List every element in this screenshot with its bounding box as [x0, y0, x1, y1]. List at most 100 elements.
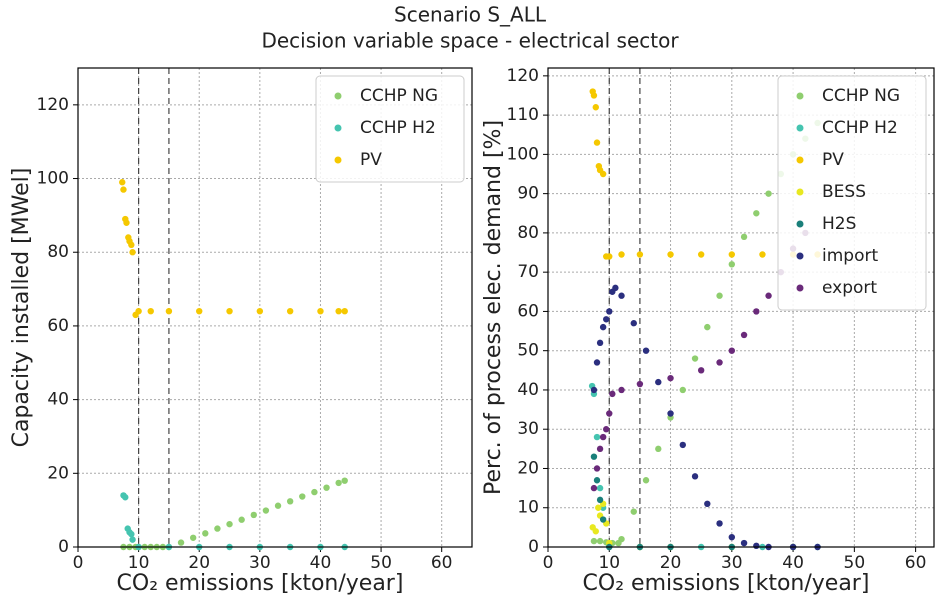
legend-box [315, 75, 465, 183]
legend-label: CCHP H2 [822, 118, 898, 138]
data-point [740, 233, 748, 241]
data-point [679, 441, 686, 449]
data-point [618, 251, 625, 258]
data-point [728, 251, 736, 258]
data-point [765, 292, 772, 299]
y-tick-label: 120 [37, 95, 69, 115]
data-point [642, 347, 650, 354]
data-point [165, 307, 173, 315]
data-point [593, 359, 601, 366]
legend-label: CCHP H2 [360, 118, 436, 138]
x-tick-label: 30 [249, 553, 271, 573]
data-point [341, 307, 348, 315]
x-tick-label: 60 [431, 553, 453, 573]
x-tick-label: 10 [598, 553, 620, 573]
data-point [655, 378, 662, 386]
data-point [335, 307, 342, 315]
data-point [202, 530, 209, 537]
data-point [753, 542, 760, 550]
legend-label: BESS [822, 182, 866, 202]
data-point [274, 502, 282, 509]
data-point [262, 507, 270, 514]
x-axis-label: CO₂ emissions [kton/year] [117, 571, 404, 596]
data-point [593, 477, 601, 484]
data-point [636, 380, 644, 388]
legend-marker [334, 156, 342, 164]
y-tick-label: 100 [37, 169, 69, 189]
y-tick-label: 40 [517, 380, 539, 400]
panel: 0 10 20 30 40 50 60 0 20 40 60 80 100 120 CO₂ emission… [9, 67, 473, 596]
data-point [716, 520, 723, 527]
plot-frame [77, 67, 473, 548]
data-point [226, 307, 233, 315]
data-point [238, 516, 245, 523]
x-tick-label: 20 [660, 553, 682, 573]
data-point [630, 320, 637, 327]
data-point [119, 179, 126, 186]
data-point [697, 251, 705, 258]
data-point [592, 528, 599, 535]
data-point [599, 516, 607, 523]
y-tick-label: 40 [47, 390, 69, 410]
y-tick-label: 50 [517, 341, 539, 361]
data-point [596, 496, 604, 504]
x-tick-label: 60 [905, 553, 927, 573]
data-point [740, 331, 748, 339]
data-point [226, 520, 233, 528]
legend-label: CCHP NG [360, 86, 438, 106]
y-axis-label: Capacity installed [MWel] [9, 168, 34, 448]
data-point [704, 323, 711, 331]
data-point [596, 537, 604, 545]
data-point [728, 533, 736, 541]
legend-label: import [822, 246, 878, 266]
data-point [765, 190, 772, 197]
data-point [740, 539, 748, 547]
data-point [612, 284, 619, 292]
y-tick-label: 20 [517, 458, 539, 478]
data-point [606, 308, 613, 315]
y-axis-label: Perc. of process elec. demand [%] [481, 120, 506, 495]
y-tick-label: 60 [47, 316, 69, 336]
data-point [603, 426, 610, 433]
data-point [593, 139, 601, 146]
data-point [636, 251, 644, 258]
data-point [596, 484, 604, 492]
legend-marker [796, 252, 804, 260]
data-point [609, 390, 616, 398]
panel: 0 10 20 30 40 50 60 0 10 20 30 40 50 60 70 80 90 100 110 12… [481, 66, 935, 596]
data-point [177, 539, 185, 546]
data-point [599, 323, 607, 331]
legend-label: H2S [822, 214, 856, 234]
legend-marker [796, 156, 804, 164]
data-point [679, 386, 686, 394]
data-point [123, 219, 130, 226]
data-point [618, 292, 625, 299]
data-point [691, 355, 699, 362]
y-tick-label: 0 [528, 537, 539, 557]
y-tick-label: 80 [47, 242, 69, 262]
data-point [590, 537, 598, 545]
data-point [630, 508, 637, 515]
data-point [753, 210, 760, 217]
data-point [335, 479, 342, 487]
data-point [599, 433, 607, 441]
data-point [603, 316, 610, 323]
data-point [317, 307, 324, 315]
data-point [667, 374, 674, 382]
legend-marker [334, 124, 342, 132]
data-point [753, 308, 760, 315]
data-point [704, 500, 711, 508]
y-tick-label: 10 [517, 498, 539, 518]
data-point [135, 307, 142, 315]
x-tick-label: 10 [128, 553, 150, 573]
x-tick-label: 30 [721, 553, 743, 573]
y-tick-label: 120 [507, 66, 539, 86]
legend-marker [334, 92, 342, 100]
legend-label: export [822, 278, 877, 298]
x-axis-label: CO₂ emissions [kton/year] [583, 571, 870, 596]
data-point [122, 494, 129, 501]
legend-marker [796, 220, 804, 228]
data-point [323, 484, 330, 491]
data-point [299, 493, 306, 500]
